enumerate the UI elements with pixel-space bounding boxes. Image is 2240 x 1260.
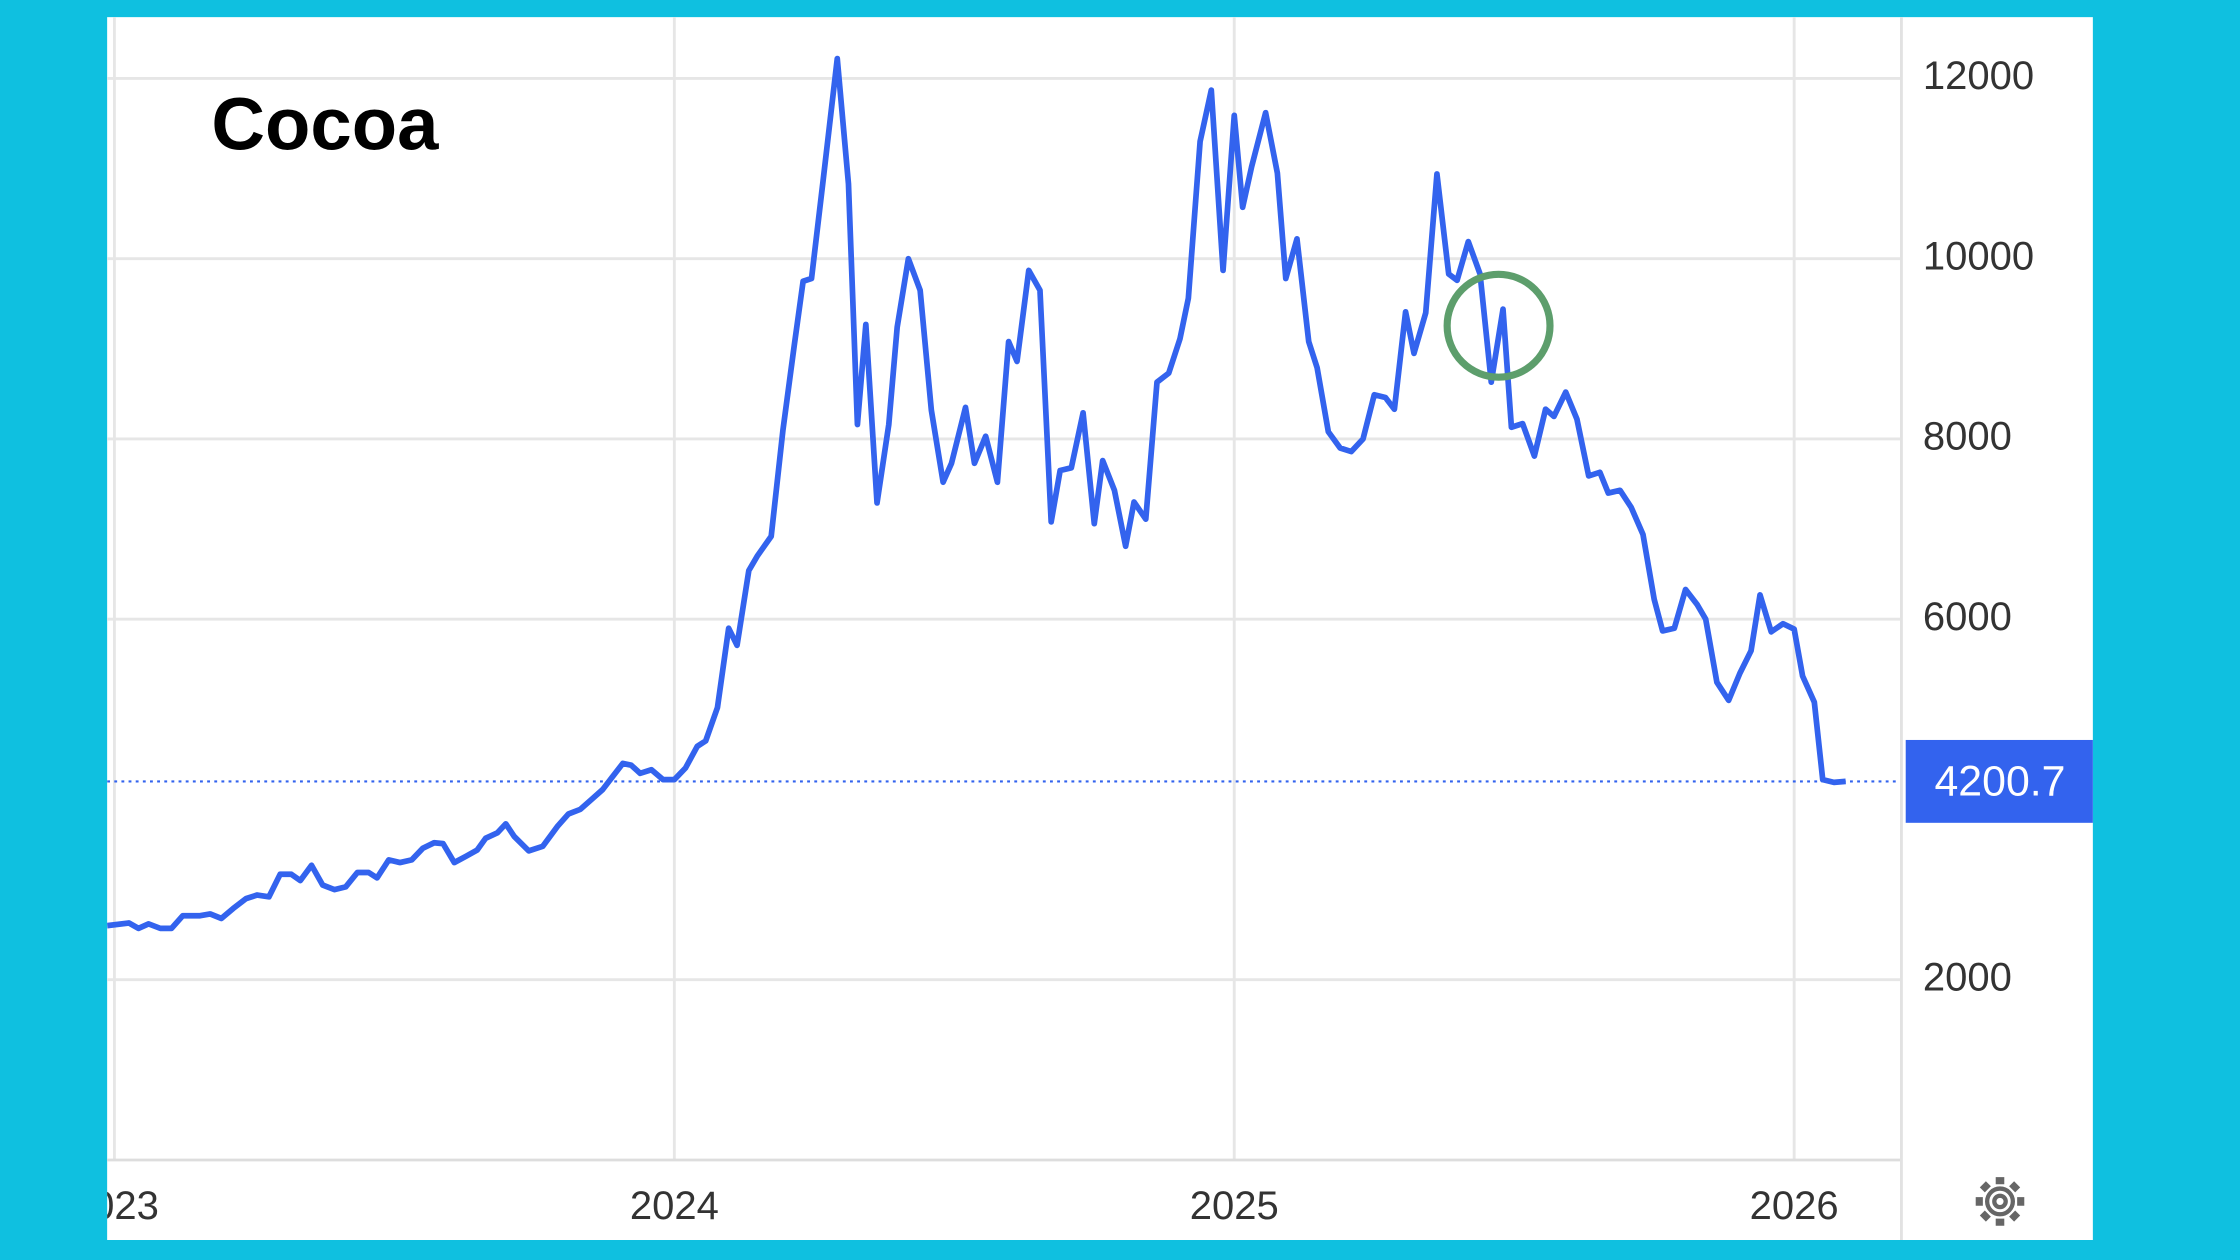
settings-icon[interactable] <box>1975 1177 2025 1226</box>
y-tick-label: 2000 <box>1923 955 2012 999</box>
x-tick-label: 2023 <box>70 1184 159 1228</box>
last-price-label: 4200.7 <box>1934 758 2065 806</box>
x-tick-label: 2024 <box>630 1184 719 1228</box>
price-line <box>107 55 1846 932</box>
chart-title: Cocoa <box>211 83 439 166</box>
x-tick-label: 2025 <box>1190 1184 1279 1228</box>
y-tick-label: 8000 <box>1923 415 2012 459</box>
y-tick-label: 10000 <box>1923 234 2034 278</box>
plot-area <box>107 55 1900 932</box>
panel <box>107 17 2093 1241</box>
labels-group: 2000 6000 8000 10000 12000 2023 2024 2025 2026 <box>70 54 2034 1228</box>
y-tick-label: 6000 <box>1923 595 2012 639</box>
highlight-circle <box>1443 270 1554 381</box>
y-tick-label: 12000 <box>1923 54 2034 98</box>
x-tick-label: 2026 <box>1750 1184 1839 1228</box>
last-price-badge <box>1905 739 2093 823</box>
